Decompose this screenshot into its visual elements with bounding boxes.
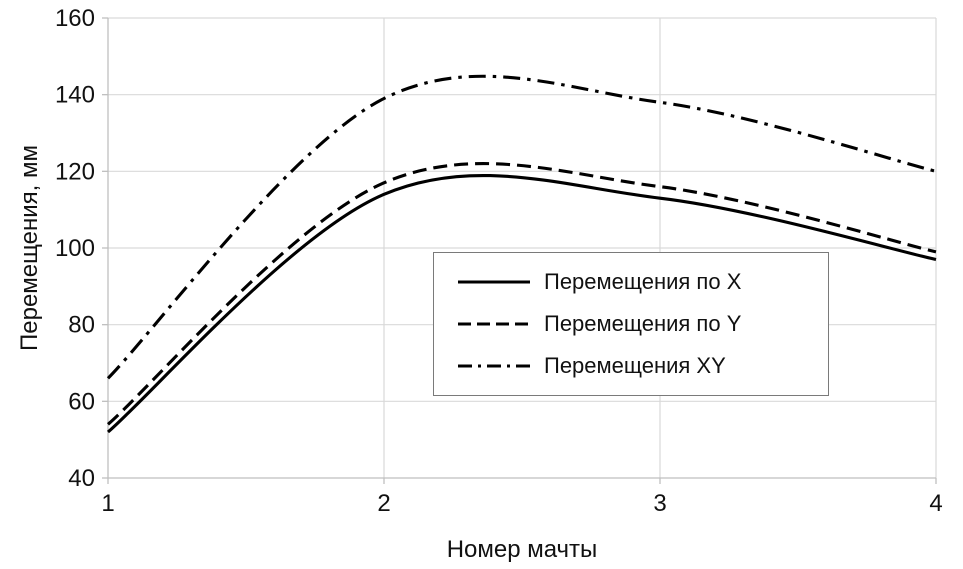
x-tick-label: 3	[653, 490, 666, 517]
legend-item: Перемещения XY	[456, 353, 828, 379]
series-line-1	[106, 162, 937, 426]
x-tick-label: 4	[929, 490, 942, 517]
y-tick-label: 80	[68, 312, 95, 339]
y-tick-label: 60	[68, 388, 95, 415]
legend-item: Перемещения по X	[456, 269, 828, 295]
y-tick-label: 140	[55, 82, 95, 109]
legend-label: Перемещения по X	[544, 269, 742, 294]
y-tick-label: 160	[55, 5, 95, 32]
series-line-2	[106, 74, 937, 380]
legend-label: Перемещения XY	[544, 353, 726, 378]
legend-item: Перемещения по Y	[456, 311, 828, 337]
legend-line-sample-solid	[458, 280, 530, 284]
y-tick-label: 100	[55, 235, 95, 262]
y-tick-label: 120	[55, 158, 95, 185]
x-tick-label: 2	[377, 490, 390, 517]
y-axis-title: Перемещения, мм	[16, 145, 43, 351]
legend: Перемещения по X Перемещения по Y Перемеще…	[433, 252, 829, 396]
series-line-0	[106, 174, 937, 434]
legend-label: Перемещения по Y	[544, 311, 742, 336]
x-tick-label: 1	[101, 490, 114, 517]
x-axis-title: Номер мачты	[446, 536, 598, 563]
legend-line-sample-dashed	[458, 322, 530, 326]
legend-line-sample-dashdot	[458, 364, 530, 368]
y-tick-label: 40	[68, 465, 95, 492]
